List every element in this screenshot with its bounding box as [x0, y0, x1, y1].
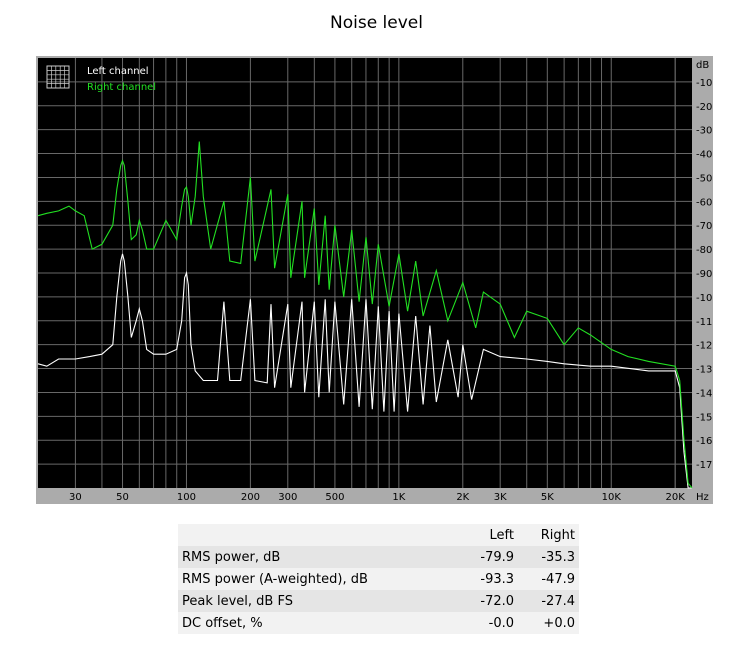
stats-row-left: -72.0 — [457, 590, 519, 612]
y-tick-label: -170 — [696, 460, 713, 471]
y-tick-label: -150 — [696, 412, 713, 423]
y-tick-label: -50 — [696, 173, 712, 184]
x-tick-label: 100 — [177, 492, 196, 503]
stats-row-peak: Peak level, dB FS -72.0 -27.4 — [178, 590, 579, 612]
y-axis-unit: dB — [696, 60, 709, 71]
series-line-right — [37, 141, 693, 489]
x-tick-label: 200 — [241, 492, 260, 503]
y-tick-label: -90 — [696, 269, 712, 280]
y-tick-label: -100 — [696, 293, 713, 304]
y-tick-label: -140 — [696, 388, 713, 399]
stats-row-label: DC offset, % — [178, 612, 458, 634]
stats-row-right: -35.3 — [518, 546, 579, 568]
stats-header-right: Right — [518, 524, 579, 546]
stats-row-right: +0.0 — [518, 612, 579, 634]
stats-row-right: -47.9 — [518, 568, 579, 590]
chart-title: Noise level — [330, 13, 423, 33]
spectrum-svg: dB -10 -20 -30 -40 -50 -60 -70 -80 -90 -100 -110 -12… — [36, 56, 713, 504]
y-tick-label: -70 — [696, 221, 712, 232]
stats-row-left: -79.9 — [457, 546, 519, 568]
stats-row-rms-a: RMS power (A-weighted), dB -93.3 -47.9 — [178, 568, 579, 590]
stats-row-left: -93.3 — [457, 568, 519, 590]
y-tick-label: -40 — [696, 150, 712, 161]
y-tick-label: -80 — [696, 245, 712, 256]
x-tick-label: 30 — [69, 492, 82, 503]
x-tick-label: 20K — [666, 492, 686, 503]
stats-row-left: -0.0 — [457, 612, 519, 634]
x-tick-label: 3K — [494, 492, 507, 503]
y-tick-label: -10 — [696, 78, 712, 89]
x-tick-label: 5K — [541, 492, 554, 503]
x-tick-label: 500 — [325, 492, 344, 503]
stats-row-label: Peak level, dB FS — [178, 590, 458, 612]
stats-header-row: Left Right — [178, 524, 579, 546]
stats-row-rms: RMS power, dB -79.9 -35.3 — [178, 546, 579, 568]
x-tick-label: 50 — [116, 492, 129, 503]
y-tick-label: -30 — [696, 126, 712, 137]
y-tick-label: -130 — [696, 365, 713, 376]
series-line-left — [37, 253, 692, 489]
stats-row-label: RMS power, dB — [178, 546, 458, 568]
y-tick-label: -160 — [696, 436, 713, 447]
x-tick-label: 10K — [602, 492, 622, 503]
stats-row-label: RMS power (A-weighted), dB — [178, 568, 458, 590]
y-tick-label: -110 — [696, 317, 713, 328]
y-tick-label: -120 — [696, 341, 713, 352]
stats-table: Left Right RMS power, dB -79.9 -35.3 RMS… — [178, 524, 579, 634]
stats-row-dc: DC offset, % -0.0 +0.0 — [178, 612, 579, 634]
legend-item: Left channel — [87, 66, 149, 77]
stats-header-left: Left — [457, 524, 519, 546]
x-axis-unit: Hz — [696, 492, 709, 503]
y-tick-label: -20 — [696, 102, 712, 113]
x-tick-label: 2K — [456, 492, 469, 503]
legend-item: Right channel — [87, 82, 156, 93]
legend-grid-icon — [46, 65, 70, 89]
x-tick-label: 300 — [278, 492, 297, 503]
stats-header-blank — [178, 524, 458, 546]
x-tick-label: 1K — [392, 492, 405, 503]
y-tick-label: -60 — [696, 197, 712, 208]
spectrum-chart: dB -10 -20 -30 -40 -50 -60 -70 -80 -90 -100 -110 -12… — [36, 56, 713, 504]
stats-row-right: -27.4 — [518, 590, 579, 612]
